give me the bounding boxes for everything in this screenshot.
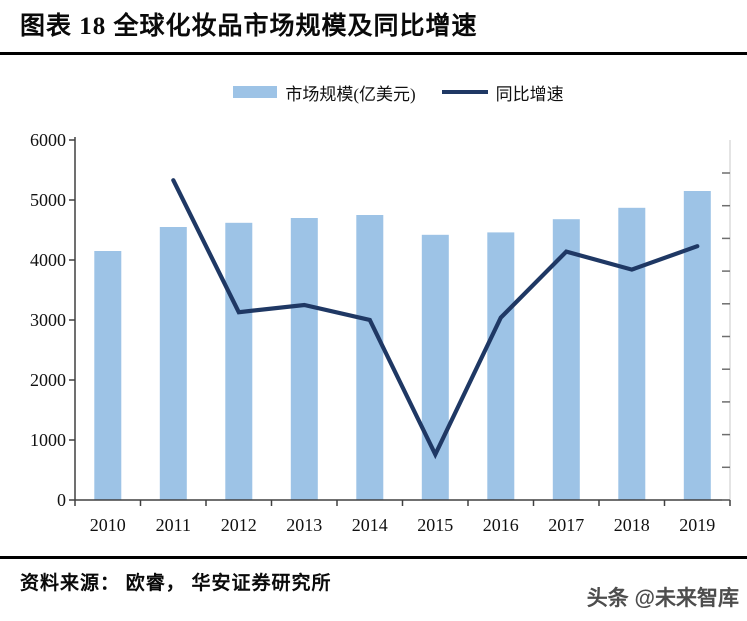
y-axis-label: 2000 xyxy=(30,370,66,390)
bar-2017 xyxy=(552,219,580,500)
legend-bar-swatch-icon xyxy=(233,86,278,98)
bar-2014 xyxy=(356,215,384,500)
bar-2010 xyxy=(94,251,122,500)
yoy-growth-line xyxy=(171,178,700,460)
x-axis-label: 2016 xyxy=(483,515,519,535)
chart-legend: 市场规模(亿美元) 同比增速 xyxy=(50,80,747,105)
x-axis-label: 2010 xyxy=(90,515,126,535)
bar-2012 xyxy=(225,222,253,501)
bar-2015 xyxy=(421,234,449,501)
legend-label-market-size: 市场规模(亿美元) xyxy=(285,84,416,104)
legend-item-market-size: 市场规模(亿美元) xyxy=(233,80,416,105)
bar-2018 xyxy=(618,207,646,501)
footer-divider xyxy=(0,556,747,559)
x-axis-label: 2017 xyxy=(548,515,584,535)
bar-2016 xyxy=(487,232,515,500)
legend-label-yoy-growth: 同比增速 xyxy=(495,84,564,104)
x-axis-label: 2013 xyxy=(286,515,322,535)
bar-2013 xyxy=(290,218,318,500)
y-axis-label: 3000 xyxy=(30,310,66,330)
x-axis-label: 2011 xyxy=(156,515,191,535)
y-axis-label: 6000 xyxy=(30,130,66,150)
y-axis-label: 5000 xyxy=(30,190,66,210)
watermark: 头条 @未来智库 xyxy=(586,587,739,610)
x-axis-label: 2019 xyxy=(679,515,715,535)
y-axis-label: 4000 xyxy=(30,250,66,270)
source-note: 资料来源： 欧睿， 华安证券研究所 xyxy=(20,573,332,594)
x-axis-label: 2015 xyxy=(417,515,453,535)
legend-line-swatch-icon xyxy=(441,90,488,94)
title-divider xyxy=(0,52,747,55)
x-axis-label: 2012 xyxy=(221,515,257,535)
combo-chart: 0 1000 2000 3000 4000 5000 6000 2010 2011 2012 201… xyxy=(30,130,731,535)
figure-title: 图表 18 全球化妆品市场规模及同比增速 xyxy=(20,13,478,40)
bar-2011 xyxy=(159,227,187,500)
x-axis-label: 2014 xyxy=(352,515,388,535)
y-axis-label: 0 xyxy=(57,490,66,510)
bar-2019 xyxy=(683,191,711,500)
legend-item-yoy-growth: 同比增速 xyxy=(441,80,564,105)
y-axis-label: 1000 xyxy=(30,430,66,450)
x-axis-label: 2018 xyxy=(614,515,650,535)
